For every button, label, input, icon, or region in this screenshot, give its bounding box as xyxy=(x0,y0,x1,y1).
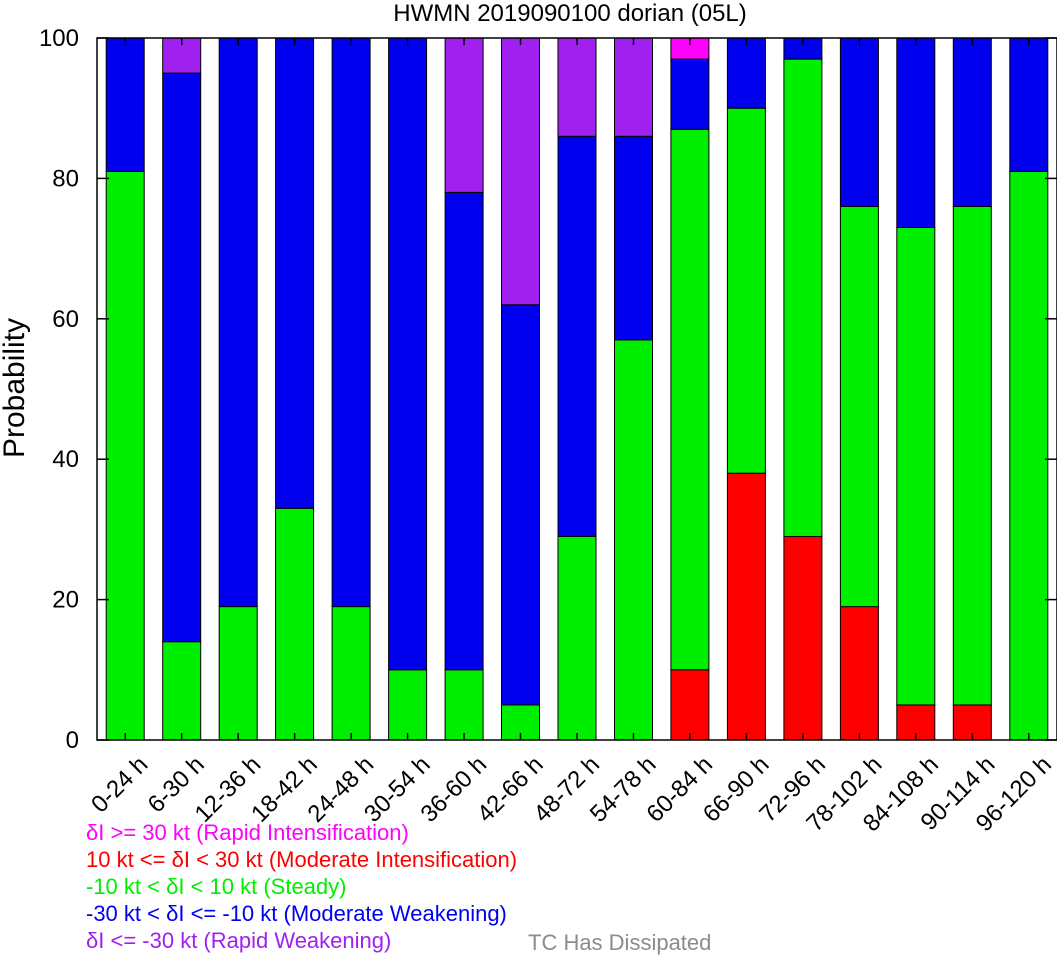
bar-segment-moderate_intensification-11 xyxy=(726,472,766,741)
y-tick-label: 40 xyxy=(52,446,79,473)
bar-segment-moderate_weakening-16 xyxy=(1009,37,1049,172)
plot-frame xyxy=(96,37,1057,741)
bar-segment-moderate_weakening-8 xyxy=(557,135,597,537)
bar-segment-steady-8 xyxy=(557,535,597,741)
y-tick-label: 80 xyxy=(52,165,79,192)
bar-segment-steady-13 xyxy=(839,206,879,608)
bar-segment-moderate_weakening-1 xyxy=(162,72,202,643)
chart-title: HWMN 2019090100 dorian (05L) xyxy=(393,0,747,27)
legend-entry-steady: -10 kt < δI < 10 kt (Steady) xyxy=(86,874,347,899)
bar-segment-steady-1 xyxy=(162,641,202,741)
y-tick-label: 20 xyxy=(52,587,79,614)
bar-segment-steady-11 xyxy=(726,107,766,474)
x-tick-label: 0-24 h xyxy=(86,751,153,818)
bar-segment-rapid_weakening-6 xyxy=(444,37,484,193)
bar-segment-moderate_weakening-14 xyxy=(896,37,936,228)
y-tick-label: 60 xyxy=(52,306,79,333)
bar-segment-moderate_weakening-5 xyxy=(388,37,428,671)
bar-segment-rapid_weakening-7 xyxy=(501,37,540,306)
bar-segment-steady-9 xyxy=(614,339,653,741)
bar-segment-steady-4 xyxy=(331,606,371,741)
bar-segment-moderate_weakening-11 xyxy=(726,37,766,109)
bar-segment-steady-14 xyxy=(896,227,936,706)
bar-segment-moderate_weakening-0 xyxy=(105,37,145,172)
bar-segment-moderate_intensification-12 xyxy=(783,535,823,741)
bar-segment-steady-3 xyxy=(275,507,315,741)
bar-segment-moderate_intensification-13 xyxy=(839,606,879,741)
legend-entry-rapid-weakening: δI <= -30 kt (Rapid Weakening) xyxy=(86,928,392,953)
bar-segment-moderate_weakening-2 xyxy=(218,37,258,608)
bar-segment-steady-16 xyxy=(1009,170,1049,741)
bar-group xyxy=(105,37,1049,741)
legend: δI >= 30 kt (Rapid Intensification) 10 k… xyxy=(86,819,517,954)
bar-segment-moderate_weakening-10 xyxy=(670,58,710,130)
bar-segment-moderate_weakening-6 xyxy=(444,191,484,671)
y-tick-label: 0 xyxy=(66,727,79,754)
legend-entry-moderate-weakening: -30 kt < δI <= -10 kt (Moderate Weakenin… xyxy=(86,901,507,926)
bar-segment-moderate_weakening-9 xyxy=(614,135,653,341)
bar-segment-steady-5 xyxy=(388,669,428,741)
legend-entry-rapid-intensification: δI >= 30 kt (Rapid Intensification) xyxy=(86,820,409,845)
bar-segment-moderate_weakening-3 xyxy=(275,37,315,509)
legend-entry-dissipated: TC Has Dissipated xyxy=(528,930,712,955)
bar-segment-steady-10 xyxy=(670,128,710,671)
bar-segment-moderate_intensification-10 xyxy=(670,669,710,741)
bar-segment-steady-12 xyxy=(783,58,823,537)
bar-segment-moderate_weakening-13 xyxy=(839,37,879,207)
y-tick-label: 100 xyxy=(39,25,79,52)
bar-segment-moderate_weakening-4 xyxy=(331,37,371,608)
legend-entry-moderate-intensification: 10 kt <= δI < 30 kt (Moderate Intensific… xyxy=(86,847,518,872)
y-axis-label: Probability xyxy=(0,318,31,458)
bar-segment-steady-15 xyxy=(952,206,992,706)
bar-segment-rapid_weakening-9 xyxy=(614,37,653,137)
bar-segment-steady-0 xyxy=(105,170,145,741)
bar-segment-moderate_weakening-15 xyxy=(952,37,992,207)
y-axis: 0 20 40 60 80 100 xyxy=(39,25,1057,754)
bar-segment-steady-6 xyxy=(444,669,484,741)
bar-segment-steady-2 xyxy=(218,606,258,741)
bar-segment-rapid_weakening-8 xyxy=(557,37,597,137)
bar-segment-moderate_weakening-7 xyxy=(501,304,540,706)
